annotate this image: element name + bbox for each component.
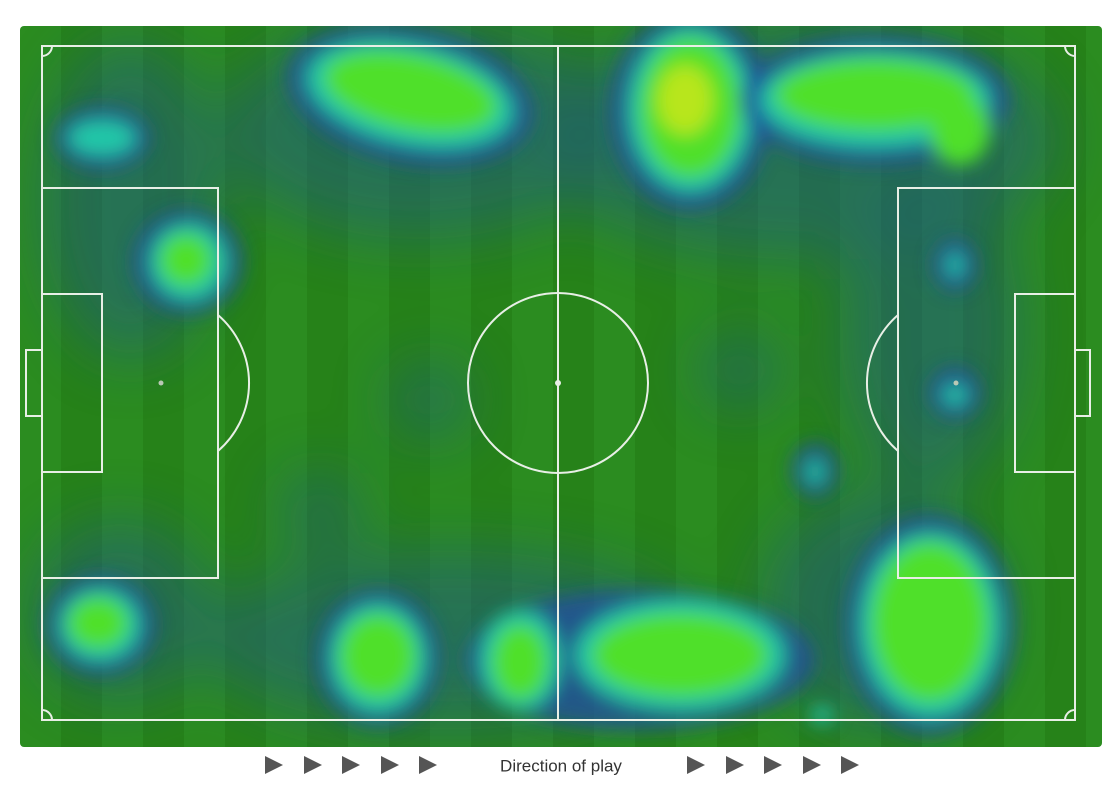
blob-core (592, 613, 768, 697)
haze (840, 170, 1020, 490)
penalty-spot (158, 380, 164, 386)
blob-core (775, 59, 975, 131)
corner-arc (1064, 709, 1076, 721)
heat-blob (286, 26, 534, 167)
blob-core (68, 597, 128, 649)
blob-mid (68, 120, 136, 156)
heat-blob (791, 239, 981, 723)
arrow (265, 756, 283, 774)
arrow (726, 756, 744, 774)
heat-blob (740, 35, 1010, 165)
heat-blobs (45, 26, 1015, 735)
corner-arc (1064, 45, 1076, 57)
arrow (304, 756, 322, 774)
centre-spot (555, 380, 561, 386)
haze (390, 360, 470, 440)
arrow (419, 756, 437, 774)
arrow (381, 756, 399, 774)
goal (25, 349, 43, 417)
blob-core (324, 50, 498, 134)
blob-mid (943, 385, 967, 405)
heat-blob (316, 590, 440, 726)
heat-blob (133, 210, 243, 314)
heat-blob (45, 575, 155, 675)
heat-blob (465, 590, 815, 730)
penalty-spot (953, 380, 959, 386)
blob-core (872, 542, 988, 702)
haze (280, 470, 360, 550)
direction-arrows (265, 756, 859, 774)
blob-core (160, 234, 212, 286)
haze (700, 330, 780, 410)
blob-core (340, 614, 416, 698)
corner-arc (41, 709, 53, 721)
heat-blob (54, 106, 150, 170)
heat-blob (845, 515, 1015, 735)
blob-mid (807, 460, 823, 484)
pitch-lines (25, 45, 1091, 721)
direction-label: Direction of play (500, 756, 622, 775)
penalty-arc (865, 314, 899, 452)
arrow (764, 756, 782, 774)
heat-layer (30, 26, 1060, 735)
blob-core (492, 624, 548, 700)
arrow (342, 756, 360, 774)
heat-blob (610, 26, 770, 210)
corner-arc (41, 45, 53, 57)
centre-circle (467, 292, 649, 474)
blob-core (930, 95, 990, 165)
blob-mid (947, 253, 963, 277)
penalty-arc (217, 314, 251, 452)
arrow (803, 756, 821, 774)
goal (1074, 349, 1091, 417)
arrow (687, 756, 705, 774)
arrow (841, 756, 859, 774)
blob-peak (657, 65, 713, 135)
